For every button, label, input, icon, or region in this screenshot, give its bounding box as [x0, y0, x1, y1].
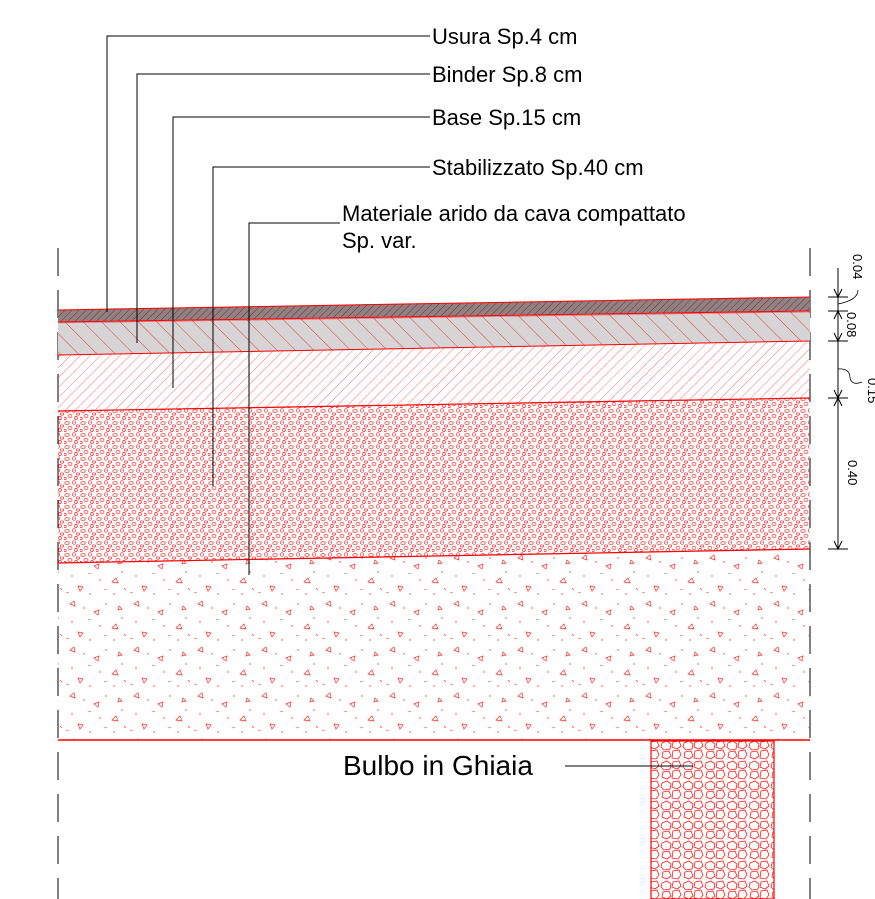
bulbo-column	[650, 740, 775, 899]
layer-base	[58, 341, 810, 411]
label-stabilizzato: Stabilizzato Sp.40 cm	[432, 155, 644, 180]
label-bulbo: Bulbo in Ghiaia	[343, 750, 533, 781]
layer-usura-hatch	[58, 297, 810, 322]
label-binder: Binder Sp.8 cm	[432, 62, 582, 87]
leader-usura	[106, 35, 430, 312]
binder-mid-seam	[57, 311, 811, 324]
dim-callout-usura	[837, 289, 859, 305]
dim-arrow-1	[833, 288, 843, 299]
boundary-binder-base	[57, 340, 811, 356]
dim-label-stabilizzato: 0.40	[845, 460, 860, 485]
dim-label-binder: 0.08	[844, 312, 859, 337]
dim-arrow-6	[833, 540, 843, 551]
dim-arrow-5	[833, 396, 843, 407]
label-materiale-line2: Sp. var.	[342, 228, 417, 253]
leader-binder	[136, 73, 430, 343]
layer-stabilizzato	[58, 398, 810, 563]
label-materiale-line1: Materiale arido da cava compattato	[342, 201, 686, 226]
leader-materiale	[248, 222, 340, 575]
label-usura: Usura Sp.4 cm	[432, 24, 578, 49]
leader-stabilizzato	[212, 166, 430, 486]
boundary-stabilizzato-arido	[57, 548, 811, 564]
dim-label-usura: 0.04	[850, 254, 865, 279]
dim-arrow-2	[833, 309, 843, 320]
dim-arrow-3	[833, 332, 843, 343]
boundary-top	[57, 296, 811, 311]
dim-callout-base	[837, 368, 863, 384]
boundary-base-stabilizzato	[57, 397, 811, 412]
label-base: Base Sp.15 cm	[432, 105, 581, 130]
leader-base	[172, 116, 430, 388]
layer-materiale-arido	[58, 549, 810, 740]
dim-label-base: 0.15	[865, 378, 875, 403]
boundary-usura-binder	[57, 310, 811, 323]
